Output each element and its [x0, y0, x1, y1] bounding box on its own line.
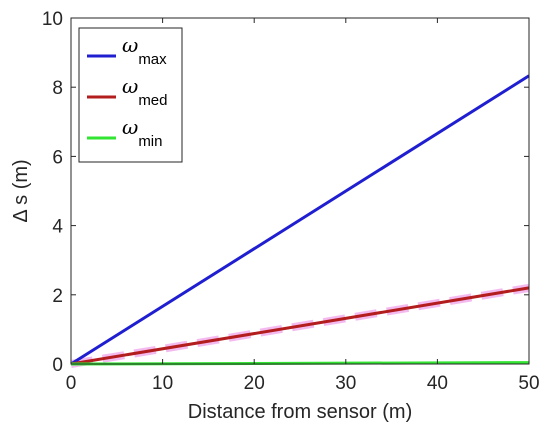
legend-label-med: ωmed — [122, 74, 168, 109]
x-tick-label: 0 — [66, 373, 77, 394]
x-tick-label: 40 — [427, 373, 448, 394]
y-tick-label: 2 — [52, 286, 63, 307]
y-axis-title: Δ s (m) — [10, 159, 32, 222]
x-tick-label: 50 — [518, 373, 539, 394]
series-line-max — [70, 74, 530, 366]
series-line-med — [70, 286, 530, 366]
x-tick-label: 30 — [335, 373, 356, 394]
y-tick-label: 10 — [42, 9, 63, 30]
legend-label-min: ωmin — [122, 115, 162, 150]
legend: ωmax ωmed ωmin — [78, 27, 183, 163]
y-tick-label: 6 — [52, 147, 63, 168]
x-tick-label: 20 — [244, 373, 265, 394]
legend-label-max: ωmax — [122, 33, 167, 68]
legend-box — [78, 27, 183, 163]
axis-ticks: 0 10 20 30 40 50 0 2 4 6 8 10 — [42, 9, 540, 394]
axes-box — [70, 17, 530, 365]
y-tick-label: 4 — [52, 217, 63, 238]
x-tick-label: 10 — [152, 373, 173, 394]
y-tick-label: 8 — [52, 78, 63, 99]
y-tick-label: 0 — [52, 355, 63, 376]
x-axis-title: Distance from sensor (m) — [188, 401, 413, 423]
